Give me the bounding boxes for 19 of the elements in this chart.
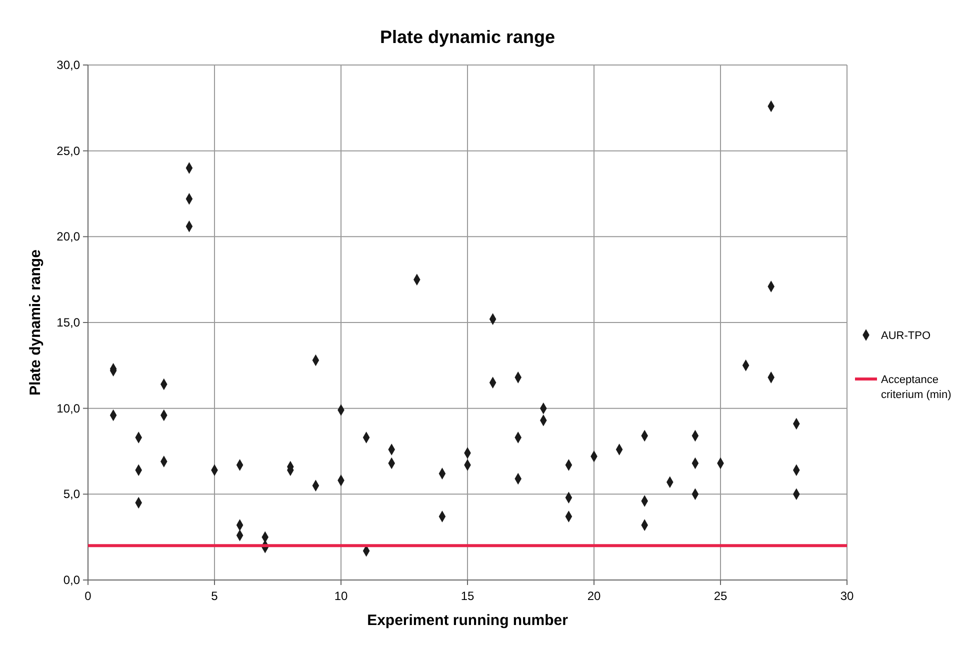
y-tick-label: 5,0 <box>63 487 80 502</box>
y-axis-title: Plate dynamic range <box>27 250 44 396</box>
x-tick-label: 0 <box>84 589 92 603</box>
x-tick-label: 25 <box>714 589 728 603</box>
x-tick-label: 20 <box>587 589 601 603</box>
y-tick-label: 25,0 <box>56 144 80 158</box>
legend-label: Acceptance criterium (min) <box>881 374 952 401</box>
x-axis-title: Experiment running number <box>367 612 568 629</box>
y-tick-label: 20,0 <box>56 230 80 244</box>
x-tick-label: 30 <box>840 589 854 603</box>
y-tick-label: 10,0 <box>56 401 80 416</box>
x-tick-label: 10 <box>334 589 348 603</box>
y-tick-label: 30,0 <box>56 58 80 72</box>
legend-label: AUR-TPO <box>881 330 931 342</box>
chart-title: Plate dynamic range <box>380 27 556 47</box>
y-tick-label: 0,0 <box>63 573 80 587</box>
x-tick-label: 5 <box>211 589 218 603</box>
x-tick-label: 15 <box>460 589 474 603</box>
y-tick-label: 15,0 <box>56 316 80 330</box>
